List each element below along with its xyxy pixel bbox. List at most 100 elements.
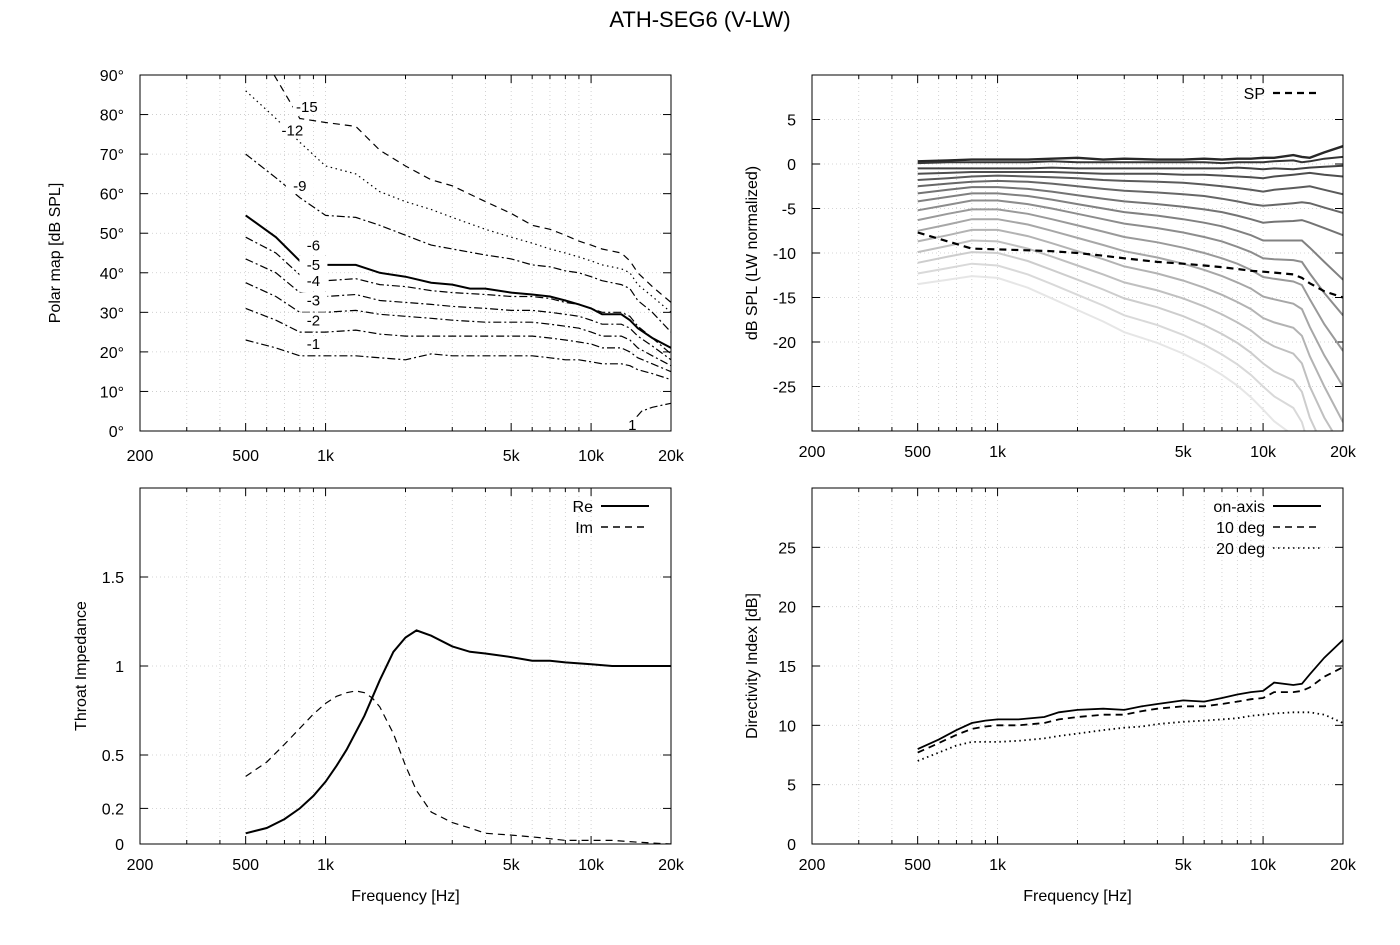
y-tick-label: 5 [787,113,796,130]
x-tick-label: 5k [1175,857,1193,874]
x-tick-label: 10k [578,448,605,465]
contour-label-bg [299,237,328,254]
y-tick-label: 1 [115,659,124,676]
contour-label: -2 [307,312,320,329]
directivity-index-panel: 200 500 1k 5k 10k 20k 0 5 10 15 20 25 Directivity In… [744,487,1357,905]
y-tick-label: -5 [782,202,796,219]
angle-response-line-2 [917,164,1343,171]
series-line-1 [629,402,671,431]
y-tick-label: 20 [778,600,796,617]
contour-label-bg [278,122,307,139]
axis-ticks [139,74,672,432]
x-tick-label: 10k [1250,444,1277,461]
x-tick-label: 200 [799,857,826,874]
y-tick-label: -10 [773,246,796,263]
legend-label: on-axis [1213,499,1265,516]
legend-label: Im [575,520,593,537]
y-tick-label: 80° [100,108,124,125]
angle-response-line-5 [917,179,1343,214]
x-tick-label: 20k [658,857,685,874]
y-tick-label: 50° [100,226,124,243]
x-tick-label: 5k [503,448,521,465]
y-tick-label: -25 [773,380,796,397]
series-line-10deg [917,666,1343,754]
contour-label-bg [618,416,647,433]
angle-response-line-0 [917,145,1343,163]
series-line-sp [917,231,1343,299]
contour-label-bg [299,257,328,274]
series-line--5 [245,236,671,355]
x-tick-label: 500 [232,448,259,465]
x-tick-label: 20k [658,448,685,465]
x-tick-label: 200 [127,448,154,465]
y-tick-label: 90° [100,68,124,85]
y-tick-label: 20° [100,345,124,362]
legend-label: SP [1244,86,1265,103]
plot-frame [139,487,672,845]
contour-label-bg [299,312,328,329]
contour-label: -15 [296,99,318,116]
x-tick-label: 20k [1330,857,1357,874]
y-axis-label: Polar map [dB SPL] [47,183,64,324]
grid-lines [140,488,671,844]
throat-impedance-panel: 200 500 1k 5k 10k 20k 0 0.2 0.5 1 1.5 Throat Impeda… [73,487,685,905]
y-tick-label: 0.5 [102,748,124,765]
series-line--3 [245,282,671,367]
legend-label: 10 deg [1216,520,1265,537]
y-axis-label: Throat Impedance [73,601,90,731]
angle-response-line-13 [917,251,1318,431]
x-tick-label: 5k [503,857,521,874]
y-tick-label: 40° [100,266,124,283]
grid-lines [140,75,671,431]
x-tick-label: 200 [127,857,154,874]
series-line-on-axis [917,639,1343,750]
y-tick-label: 1.5 [102,570,124,587]
contour-label-bg [299,292,328,309]
series-line--6 [245,214,671,349]
y-tick-label: 0° [109,424,124,441]
x-tick-label: 20k [1330,444,1357,461]
contour-label-bg [292,98,321,115]
angle-response-line-3 [917,171,1343,180]
plot-area [245,75,671,431]
y-tick-label: 30° [100,305,124,322]
x-tick-label: 500 [232,857,259,874]
contour-label: -3 [307,293,320,310]
y-tick-label: 0.2 [102,801,124,818]
contour-label: -9 [293,178,306,195]
plot-area [917,145,1343,431]
x-tick-label: 1k [317,448,335,465]
axis-ticks [811,75,1344,431]
contour-label-bg [285,177,314,194]
y-tick-label: 10° [100,384,124,401]
y-tick-label: 5 [787,778,796,795]
y-axis-label: Directivity Index [dB] [744,593,761,739]
angle-response-line-15 [917,275,1290,431]
series-line-im [245,690,671,844]
y-tick-label: 0 [787,837,796,854]
series-line--2 [245,307,671,373]
y-tick-label: 70° [100,147,124,164]
contour-label: -12 [282,123,304,140]
y-tick-label: 25 [778,540,796,557]
x-tick-label: 5k [1175,444,1193,461]
y-tick-label: 60° [100,187,124,204]
polar-map-panel: 200 500 1k 5k 10k 20k 0° 10° 20° 30° 40° 50° 60° 70° 8… [47,68,685,465]
plot-frame [811,487,1344,845]
x-tick-label: 1k [317,857,335,874]
x-axis-label: Frequency [Hz] [1023,888,1131,905]
series-line-20deg [917,711,1343,762]
figure-title: ATH-SEG6 (V-LW) [609,7,790,32]
legend-label: 20 deg [1216,541,1265,558]
series-line--9 [245,153,671,333]
angle-response-line-7 [917,192,1343,281]
plot-frame [139,74,672,432]
axis-ticks [139,488,672,845]
x-tick-label: 1k [989,857,1007,874]
contour-label: -4 [307,273,320,290]
y-tick-label: -15 [773,291,796,308]
x-tick-label: 500 [904,444,931,461]
x-tick-label: 10k [1250,857,1277,874]
